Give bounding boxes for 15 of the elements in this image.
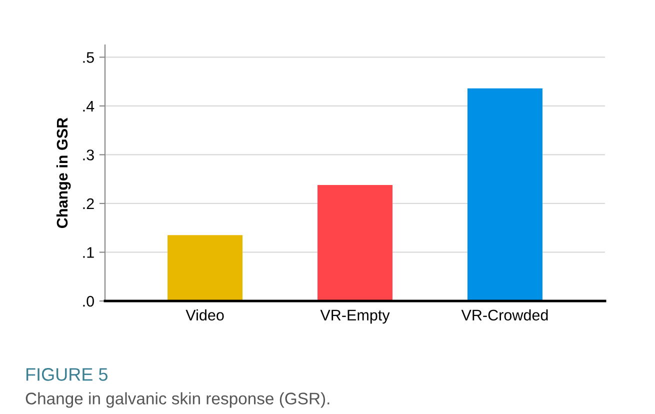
text: Change in galvanic skin response (GSR). [26, 392, 330, 408]
x-tick-label: Video [186, 309, 224, 321]
y-axis-title: Change in GSR [56, 118, 71, 228]
y-tick-label: .5 [83, 52, 94, 63]
bar [168, 235, 243, 301]
y-tick-label: .1 [83, 247, 94, 258]
caption: FIGURE 5 [26, 368, 108, 381]
y-tick-label: .0 [83, 296, 94, 307]
y-tick-label: .4 [83, 100, 94, 112]
y-tick-label: .2 [83, 198, 94, 210]
y-tick-label: .3 [83, 150, 94, 160]
x-tick-label: VR-Empty [320, 310, 390, 324]
x-tick-label: VR-Crowded [461, 309, 548, 321]
bar [467, 88, 542, 301]
bar [318, 184, 392, 301]
